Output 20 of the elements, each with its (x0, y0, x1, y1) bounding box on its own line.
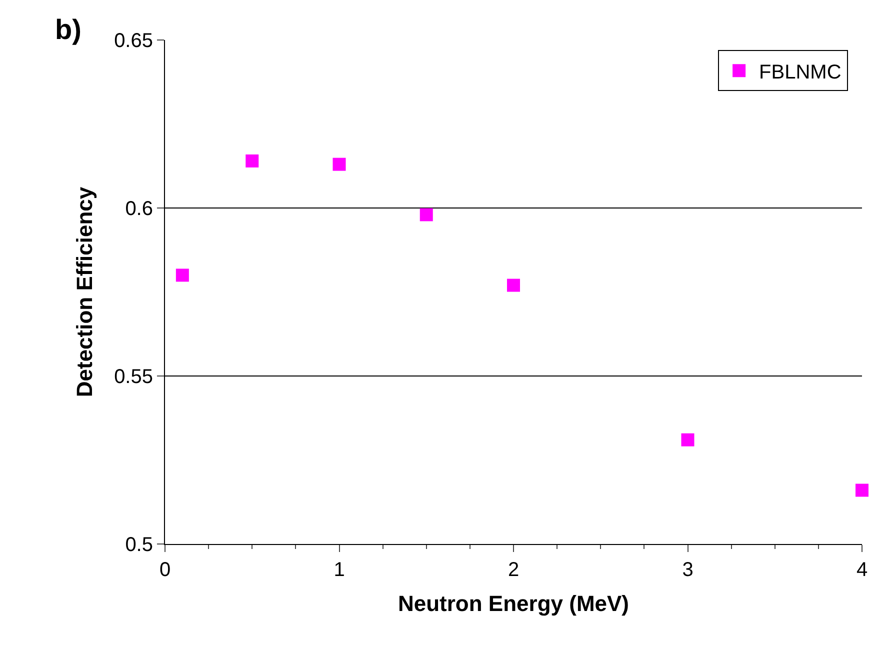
y-tick-label: 0.6 (125, 198, 153, 220)
y-tick-label: 0.5 (125, 534, 153, 556)
y-axis-title: Detection Efficiency (72, 186, 97, 398)
legend-label: FBLNMC (759, 61, 842, 84)
point (176, 268, 189, 282)
point (507, 278, 520, 292)
y-tick-label: 0.55 (114, 366, 153, 388)
x-axis-title: Neutron Energy (MeV) (398, 590, 630, 616)
x-tick-label: 3 (682, 559, 694, 581)
x-tick-label: 4 (856, 559, 868, 581)
x-tick-label: 0 (159, 559, 171, 581)
x-tick-label: 1 (334, 559, 345, 581)
point (420, 208, 433, 222)
x-tick-label: 2 (508, 559, 520, 581)
point (856, 484, 868, 497)
text: b) (55, 14, 82, 45)
point (246, 154, 259, 168)
point (332, 158, 346, 171)
point (681, 433, 694, 446)
y-tick-label: 0.65 (114, 30, 153, 52)
